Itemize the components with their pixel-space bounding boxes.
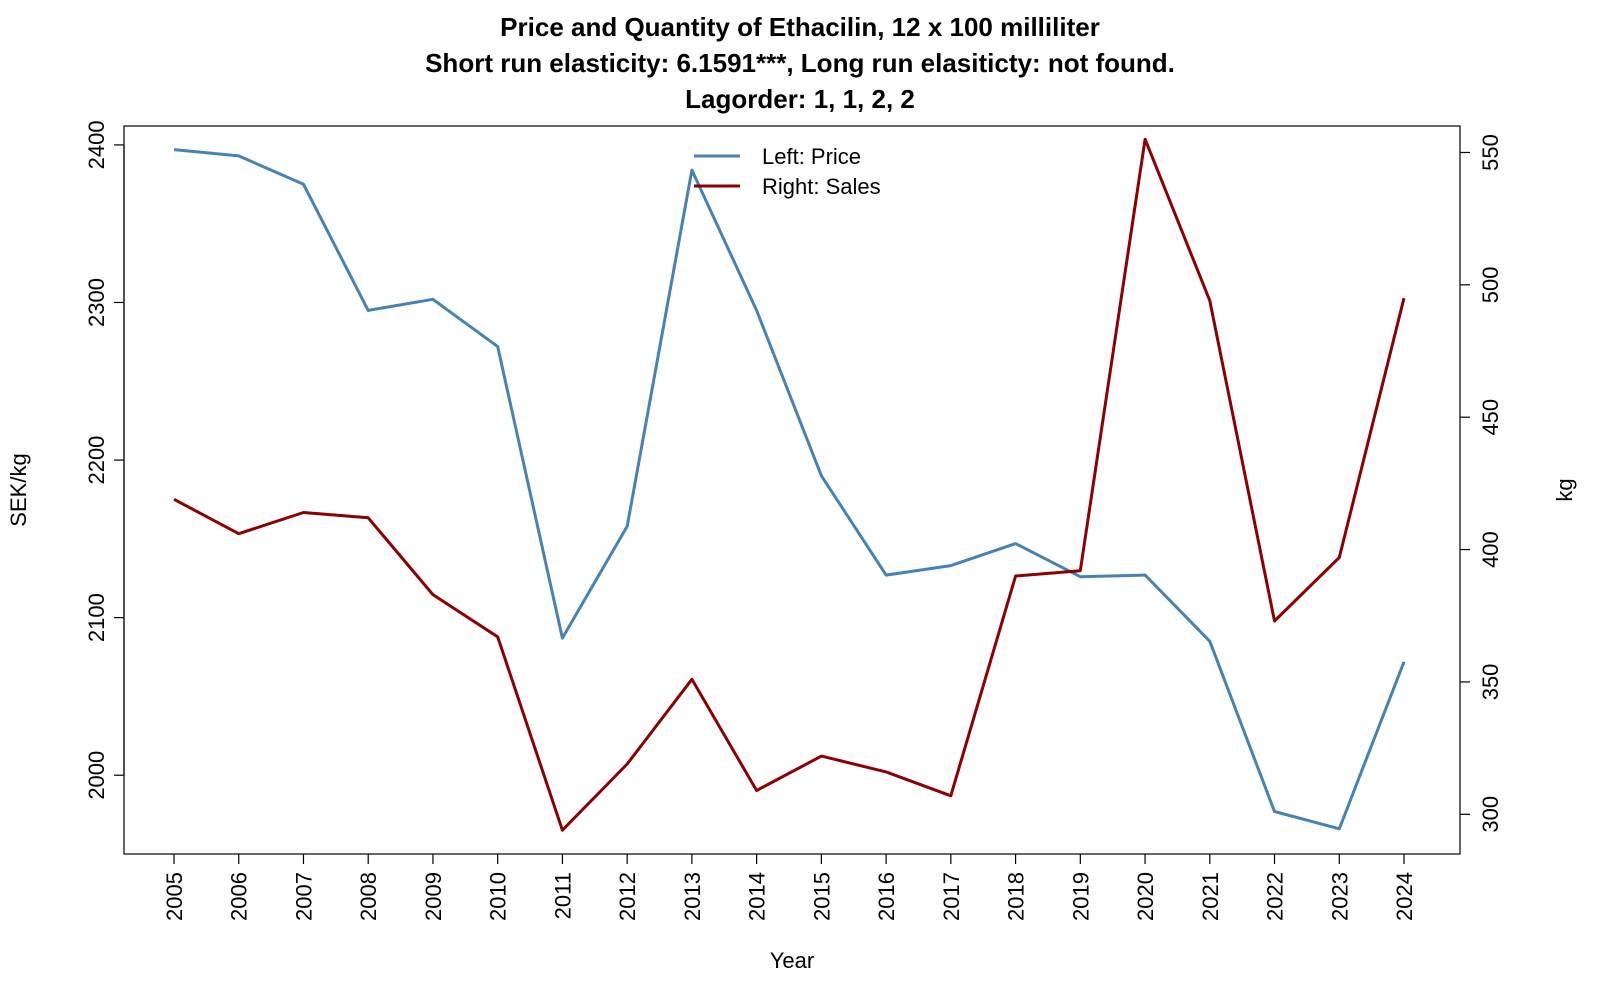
x-tick-label: 2015 <box>809 872 834 921</box>
right-y-axis-label: kg <box>1552 478 1577 501</box>
x-axis: 2005 2006 2007 2008 2009 2010 2011 2012 2013 2014… <box>162 854 1417 921</box>
x-tick-label: 2016 <box>874 872 899 921</box>
x-tick-label: 2019 <box>1068 872 1093 921</box>
right-y-tick-label: 350 <box>1478 664 1503 701</box>
right-y-tick-label: 300 <box>1478 796 1503 833</box>
right-y-tick-label: 500 <box>1478 266 1503 303</box>
legend-sales-label: Right: Sales <box>762 174 881 199</box>
left-y-tick-label: 2200 <box>84 436 109 485</box>
chart-title: Price and Quantity of Ethacilin, 12 x 10… <box>425 12 1175 114</box>
right-y-tick-label: 450 <box>1478 399 1503 436</box>
right-y-tick-label: 400 <box>1478 531 1503 568</box>
x-tick-label: 2023 <box>1327 872 1352 921</box>
x-axis-label: Year <box>770 948 814 973</box>
right-y-axis: 300 350 400 450 500 550 <box>1460 134 1503 833</box>
x-tick-label: 2007 <box>291 872 316 921</box>
x-tick-label: 2010 <box>486 872 511 921</box>
left-y-axis: 2000 2100 2200 2300 2400 <box>84 120 125 800</box>
left-y-tick-label: 2000 <box>84 751 109 800</box>
left-y-tick-label: 2300 <box>84 278 109 327</box>
left-y-tick-label: 2400 <box>84 120 109 169</box>
chart-title-line-1: Price and Quantity of Ethacilin, 12 x 10… <box>500 12 1100 42</box>
x-tick-label: 2020 <box>1133 872 1158 921</box>
x-tick-label: 2006 <box>227 872 252 921</box>
x-tick-label: 2022 <box>1263 872 1288 921</box>
chart-title-line-2: Short run elasticity: 6.1591***, Long ru… <box>425 48 1175 78</box>
x-tick-label: 2009 <box>421 872 446 921</box>
legend: Left: Price Right: Sales <box>694 144 881 199</box>
x-tick-label: 2017 <box>939 872 964 921</box>
x-tick-label: 2013 <box>680 872 705 921</box>
x-tick-label: 2014 <box>745 872 770 921</box>
right-y-tick-label: 550 <box>1478 134 1503 171</box>
x-tick-label: 2024 <box>1392 872 1417 921</box>
plot-frame <box>123 125 1461 855</box>
sales-series-line <box>173 137 1406 832</box>
x-tick-label: 2021 <box>1198 872 1223 921</box>
series-layer <box>173 137 1406 832</box>
left-y-tick-label: 2100 <box>84 593 109 642</box>
left-y-axis-label: SEK/kg <box>6 453 31 526</box>
price-series-line <box>173 148 1406 831</box>
x-tick-label: 2018 <box>1004 872 1029 921</box>
legend-price-label: Left: Price <box>762 144 861 169</box>
x-tick-label: 2011 <box>550 872 575 919</box>
x-tick-label: 2005 <box>162 872 187 921</box>
x-tick-label: 2012 <box>615 872 640 921</box>
x-tick-label: 2008 <box>356 872 381 921</box>
chart-title-line-3: Lagorder: 1, 1, 2, 2 <box>685 84 915 114</box>
